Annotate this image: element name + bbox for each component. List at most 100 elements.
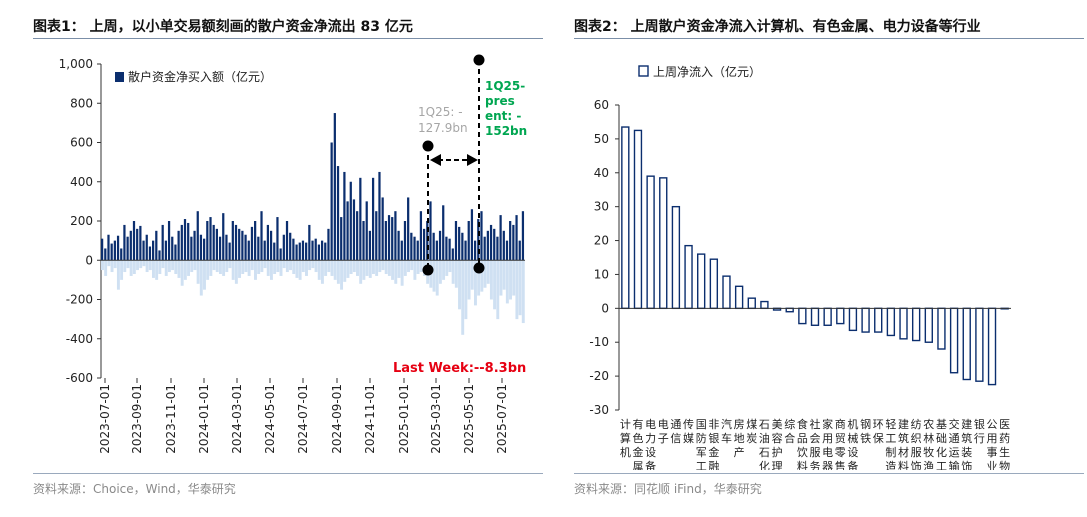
positive-bar: [116, 235, 120, 261]
negative-bar: [244, 260, 248, 273]
industry-bar: [975, 307, 984, 382]
positive-bar: [171, 236, 174, 261]
positive-bar: [247, 240, 250, 261]
category-label: 电子: [658, 418, 669, 445]
category-glyph: 化: [759, 459, 770, 470]
negative-bar: [387, 260, 391, 276]
positive-bar: [397, 230, 400, 261]
negative-bar: [403, 260, 407, 276]
category-label: 电力设备: [645, 418, 656, 470]
positive-bar: [359, 177, 362, 261]
positive-bar: [509, 221, 512, 261]
category-label: 纺织服饰: [911, 417, 922, 470]
negative-bar: [489, 260, 493, 300]
positive-bar: [225, 234, 228, 261]
category-glyph: 理: [772, 460, 783, 470]
negative-bar: [285, 260, 289, 273]
negative-bar: [187, 260, 191, 276]
negative-bar: [120, 260, 124, 280]
positive-bar: [317, 244, 321, 261]
category-glyph: 防: [696, 431, 707, 445]
positive-bar: [167, 221, 171, 261]
x-tick-label: 2025-07-01: [495, 384, 509, 454]
category-glyph: 基: [936, 418, 947, 431]
category-glyph: 信: [670, 432, 681, 445]
negative-bar: [435, 260, 439, 296]
positive-bar: [180, 224, 183, 261]
negative-bar: [171, 260, 175, 271]
source-rule: [33, 473, 543, 474]
negative-bar: [515, 260, 519, 320]
negative-bar: [384, 260, 388, 274]
category-glyph: 服: [911, 446, 922, 459]
negative-bar: [333, 260, 337, 280]
positive-bar: [110, 243, 113, 261]
negative-bar: [218, 260, 222, 274]
negative-bar: [136, 260, 140, 271]
x-tick-label: 2024-09-01: [330, 384, 344, 454]
positive-bar: [273, 242, 276, 261]
chart1-title: 图表1： 上周，以小单交易额刻画的散户资金净流出 83 亿元: [33, 19, 413, 35]
negative-bar: [199, 260, 203, 296]
positive-bar: [403, 221, 407, 261]
negative-bar: [416, 260, 420, 274]
chart1-svg: 1,000 800 600 400 200 0 -200 -400 -600 2023-07-01…: [59, 54, 527, 454]
positive-bar: [336, 166, 340, 261]
positive-bar: [158, 250, 161, 261]
category-glyph: 机: [847, 417, 858, 431]
category-label: 银行: [974, 417, 985, 445]
positive-bar: [174, 244, 177, 261]
industry-bar: [810, 307, 820, 326]
category-glyph: 物: [999, 459, 1010, 470]
negative-bar: [238, 260, 242, 278]
category-label: 公用事业: [987, 418, 998, 470]
negative-bar: [167, 260, 171, 273]
positive-bar: [298, 242, 301, 261]
negative-bar: [467, 260, 471, 300]
negative-bar: [314, 260, 318, 273]
category-glyph: 炭: [746, 432, 757, 445]
category-glyph: 生: [999, 445, 1010, 459]
positive-bar: [266, 224, 270, 261]
legend-label: 散户资金净买入额（亿元）: [128, 69, 272, 84]
category-glyph: 综: [784, 417, 795, 431]
category-glyph: 渔: [923, 460, 934, 470]
positive-bar: [419, 211, 423, 261]
category-glyph: 贸: [835, 432, 846, 445]
category-label: 通信: [670, 418, 681, 445]
y-tick-label: 50: [594, 132, 609, 146]
positive-bar: [199, 234, 203, 261]
chart2-title: 图表2： 上周散户资金净流入计算机、有色金属、电力设备等行业: [574, 19, 981, 35]
category-glyph: 纺: [911, 417, 922, 431]
industry-bar: [937, 307, 946, 350]
category-glyph: 公: [987, 418, 998, 431]
negative-bar: [397, 260, 401, 278]
positive-bar: [483, 236, 486, 261]
category-glyph: 筑: [898, 431, 909, 445]
positive-bar: [458, 226, 461, 261]
category-label: 医药生物: [999, 418, 1010, 470]
y-tick-label: 60: [594, 98, 609, 112]
category-glyph: 非: [708, 418, 719, 431]
negative-bar: [174, 260, 178, 274]
negative-bar: [222, 260, 226, 276]
positive-bar: [461, 232, 464, 261]
y-tick-label: -20: [589, 369, 609, 383]
category-glyph: 汽: [721, 417, 732, 431]
category-glyph: 通: [670, 418, 681, 431]
category-glyph: 业: [987, 460, 998, 470]
positive-bar: [356, 211, 359, 261]
category-glyph: 社: [810, 417, 821, 431]
category-glyph: 料: [898, 459, 909, 470]
negative-bar: [505, 260, 509, 304]
positive-bar: [378, 171, 381, 261]
industry-bar: [697, 253, 706, 310]
category-glyph: 零: [835, 446, 846, 459]
category-glyph: 饮: [797, 446, 808, 459]
negative-bar: [311, 260, 315, 269]
x-tick-label: 2023-11-01: [164, 384, 178, 454]
category-label: 农林牧渔: [923, 417, 934, 470]
negative-bar: [263, 260, 267, 269]
positive-bar: [282, 234, 285, 261]
x-tick-label: 2024-01-01: [197, 384, 211, 454]
